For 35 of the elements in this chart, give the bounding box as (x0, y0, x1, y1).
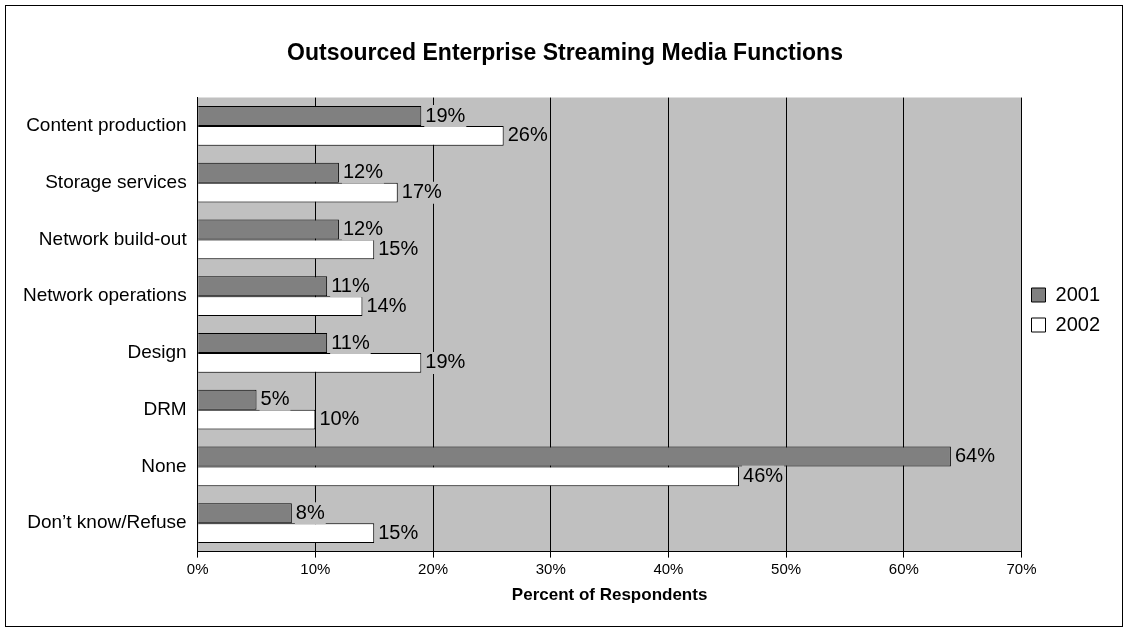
y-tick-label: DRM (143, 397, 187, 419)
data-label: 46% (743, 463, 784, 486)
x-tick-label: 30% (535, 559, 566, 577)
data-label: 19% (425, 103, 466, 126)
data-label: 26% (507, 123, 548, 146)
legend-label: 2001 (1055, 282, 1101, 305)
data-label: 8% (295, 500, 325, 523)
y-tick-label: None (141, 454, 187, 476)
x-tick-label: 60% (888, 559, 919, 577)
x-tick-label: 0% (186, 559, 209, 577)
y-tick-label: Network operations (22, 284, 187, 306)
data-label: 11% (331, 330, 370, 353)
x-tick-label: 40% (653, 559, 684, 577)
y-tick-label: Don’t know/Refuse (27, 511, 187, 533)
y-tick-label: Design (127, 341, 187, 363)
chart-title: Outsourced Enterprise Streaming Media Functions (287, 39, 843, 66)
data-label: 12% (342, 217, 384, 240)
data-label: 11% (331, 273, 370, 296)
data-label: 15% (378, 520, 419, 543)
data-label: 19% (425, 350, 466, 373)
y-tick-label: Content production (26, 114, 187, 136)
x-tick-label: 10% (300, 559, 331, 577)
y-tick-label: Network build-out (38, 227, 188, 249)
x-tick-label: 70% (1006, 559, 1037, 577)
data-label: 17% (401, 180, 443, 203)
data-label: 5% (260, 387, 290, 410)
data-label: 12% (342, 160, 384, 183)
x-tick-label: 20% (418, 559, 449, 577)
data-label: 14% (366, 293, 407, 316)
legend-label: 2002 (1055, 312, 1101, 335)
data-label: 64% (954, 444, 996, 467)
x-axis-title: Percent of Respondents (511, 585, 708, 605)
x-tick-label: 50% (771, 559, 802, 577)
data-label: 10% (319, 407, 360, 430)
y-tick-label: Storage services (45, 170, 187, 192)
